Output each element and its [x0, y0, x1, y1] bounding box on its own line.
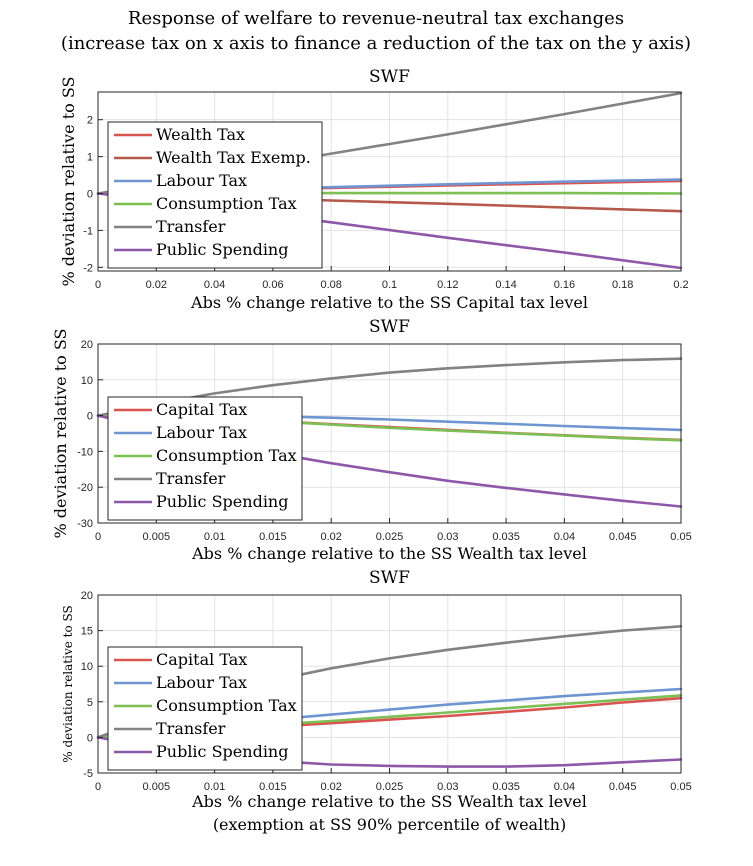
- chart-3-y-tick-label: 0: [87, 732, 93, 744]
- chart-3-x-tick-label: 0.045: [609, 781, 637, 793]
- chart-2-x-tick-label: 0.005: [143, 531, 171, 543]
- chart-1-x-axis-label: Abs % change relative to the SS Capital …: [190, 293, 588, 312]
- chart-1-x-tick-label: 0.12: [437, 279, 458, 291]
- chart-2-y-tick-label: -20: [77, 482, 93, 494]
- figure-title-line1: Response of welfare to revenue-neutral t…: [128, 8, 624, 29]
- chart-2-x-tick-label: 0.05: [670, 531, 691, 543]
- chart-1-legend-label: Transfer: [156, 217, 226, 236]
- chart-1-legend-label: Consumption Tax: [156, 194, 297, 213]
- chart-1-x-tick-label: 0: [95, 279, 101, 291]
- chart-2-title: SWF: [369, 317, 410, 337]
- chart-1-x-tick-label: 0.1: [382, 279, 397, 291]
- chart-1-x-tick-label: 0.14: [495, 279, 516, 291]
- chart-1-x-tick-label: 0.06: [262, 279, 283, 291]
- chart-3-y-axis-label: % deviation relative to SS: [61, 605, 75, 762]
- chart-1-x-tick-label: 0.18: [612, 279, 633, 291]
- chart-3-x-tick-label: 0.005: [143, 781, 171, 793]
- chart-1-x-tick-label: 0.16: [554, 279, 575, 291]
- chart-2-y-tick-label: -10: [77, 446, 93, 458]
- chart-3-y-tick-label: 10: [81, 661, 93, 673]
- chart-2-legend-label: Labour Tax: [156, 423, 247, 442]
- chart-3-x-tick-label: 0.035: [492, 781, 520, 793]
- chart-2-y-tick-label: 20: [81, 339, 93, 351]
- chart-2-legend-label: Capital Tax: [156, 400, 247, 419]
- chart-3-title: SWF: [369, 568, 410, 588]
- chart-3-legend-label: Public Spending: [156, 742, 288, 761]
- chart-1-y-tick-label: 2: [87, 115, 93, 127]
- chart-2-legend-label: Public Spending: [156, 492, 288, 511]
- chart-2-legend-label: Transfer: [156, 469, 226, 488]
- chart-2-x-tick-label: 0.04: [554, 531, 575, 543]
- chart-1-legend-label: Wealth Tax: [156, 125, 245, 144]
- chart-1: 0 0.02 0.04 0.06 0.08 0.1 0.12 0.14 0.16 0.18 0.2 -…: [59, 67, 689, 312]
- chart-2-x-tick-label: 0.025: [376, 531, 404, 543]
- chart-2-x-tick-label: 0.01: [204, 531, 225, 543]
- chart-1-x-tick-label: 0.02: [146, 279, 167, 291]
- chart-1-legend-box: [107, 121, 323, 269]
- chart-1-legend-label: Public Spending: [156, 240, 288, 259]
- chart-3-x-axis-label-2: (exemption at SS 90% percentile of wealt…: [213, 815, 566, 834]
- chart-1-x-tick-label: 0.08: [320, 279, 341, 291]
- chart-2-y-tick-label: -30: [77, 518, 93, 530]
- chart-1-x-tick-label: 0.2: [673, 279, 688, 291]
- chart-3-legend-label: Transfer: [156, 719, 226, 738]
- chart-3-y-tick-label: -5: [83, 768, 93, 780]
- chart-3-x-tick-label: 0.02: [320, 781, 341, 793]
- charts-container: 0 0.02 0.04 0.06 0.08 0.1 0.12 0.14 0.16 0.18 0.2 -…: [51, 67, 692, 834]
- chart-2-x-tick-label: 0.015: [259, 531, 287, 543]
- chart-1-y-tick-label: 1: [87, 152, 93, 164]
- chart-3-y-tick-label: 20: [81, 590, 93, 602]
- chart-2-y-tick-label: 10: [81, 375, 93, 387]
- chart-3: 0 0.005 0.01 0.015 0.02 0.025 0.03 0.035 0.04 0.0…: [61, 568, 692, 834]
- chart-2-x-tick-label: 0.045: [609, 531, 637, 543]
- chart-2-x-tick-label: 0: [95, 531, 101, 543]
- chart-3-legend-label: Capital Tax: [156, 650, 247, 669]
- chart-3-x-tick-label: 0.015: [259, 781, 287, 793]
- chart-3-y-tick-label: 5: [87, 697, 93, 709]
- chart-1-legend-label: Wealth Tax Exemp.: [156, 148, 311, 167]
- chart-2-x-tick-label: 0.035: [492, 531, 520, 543]
- chart-1-y-axis-label: % deviation relative to SS: [59, 77, 78, 287]
- chart-3-y-tick-label: 15: [81, 626, 93, 638]
- chart-3-legend-label: Labour Tax: [156, 673, 247, 692]
- chart-2: 0 0.005 0.01 0.015 0.02 0.025 0.03 0.035 0.04 0.0…: [51, 317, 692, 563]
- chart-3-x-tick-label: 0.05: [670, 781, 691, 793]
- chart-3-x-tick-label: 0.025: [376, 781, 404, 793]
- chart-3-x-tick-label: 0: [95, 781, 101, 793]
- chart-3-legend-label: Consumption Tax: [156, 696, 297, 715]
- chart-2-x-tick-label: 0.02: [320, 531, 341, 543]
- chart-2-x-axis-label: Abs % change relative to the SS Wealth t…: [191, 544, 587, 563]
- chart-3-x-tick-label: 0.03: [437, 781, 458, 793]
- chart-2-y-tick-label: 0: [87, 411, 93, 423]
- chart-1-x-tick-label: 0.04: [204, 279, 225, 291]
- chart-3-x-axis-label: Abs % change relative to the SS Wealth t…: [191, 792, 587, 811]
- chart-1-legend-label: Labour Tax: [156, 171, 247, 190]
- chart-2-legend-box: [107, 396, 303, 521]
- figure-title-line2: (increase tax on x axis to finance a red…: [61, 33, 691, 54]
- chart-1-y-tick-label: -1: [83, 225, 93, 237]
- chart-3-x-tick-label: 0.04: [554, 781, 575, 793]
- chart-1-title: SWF: [369, 67, 410, 87]
- chart-2-y-axis-label: % deviation relative to SS: [51, 329, 70, 539]
- chart-2-x-tick-label: 0.03: [437, 531, 458, 543]
- chart-3-legend-box: [107, 646, 303, 771]
- chart-1-y-tick-label: 0: [87, 188, 93, 200]
- chart-2-legend-label: Consumption Tax: [156, 446, 297, 465]
- chart-1-y-tick-label: -2: [83, 262, 93, 274]
- chart-3-x-tick-label: 0.01: [204, 781, 225, 793]
